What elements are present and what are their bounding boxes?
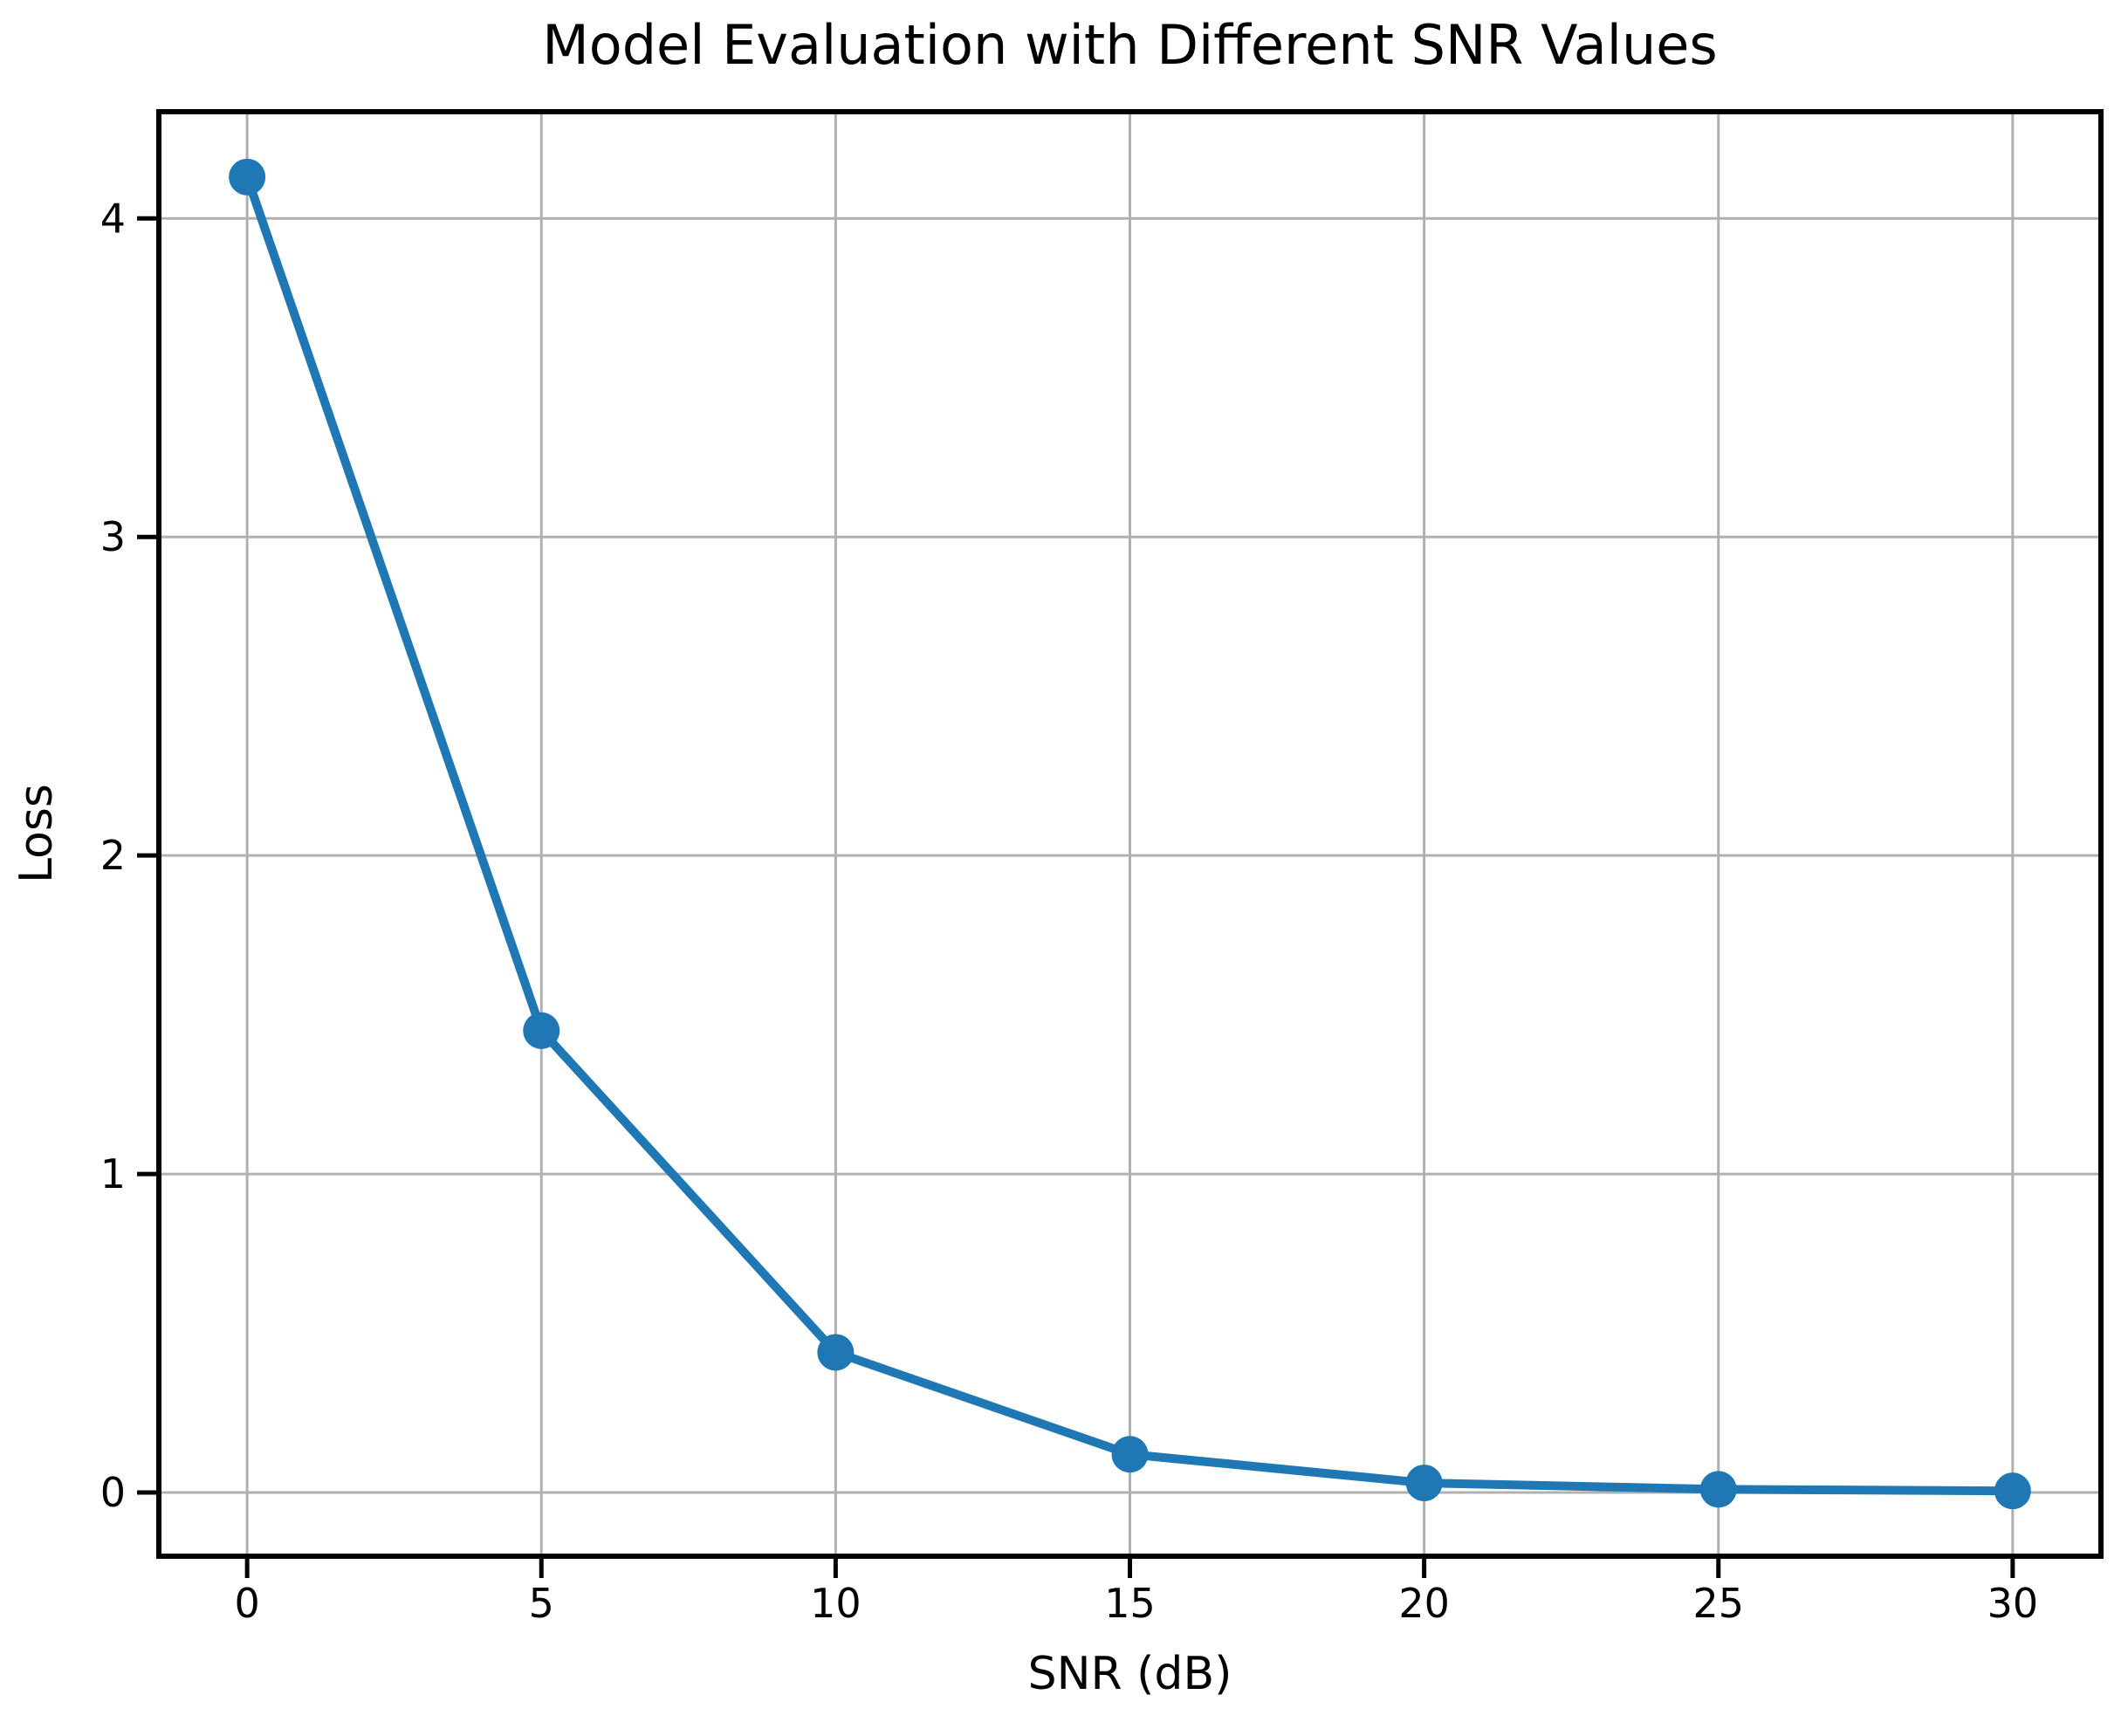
y-tick-label-3: 3 <box>100 513 126 560</box>
y-tick-label-4: 4 <box>100 195 126 242</box>
chart-title: Model Evaluation with Different SNR Valu… <box>542 13 1718 77</box>
x-tick-label-0: 0 <box>234 1580 259 1627</box>
data-point-snr-0 <box>229 158 266 196</box>
x-tick-label-30: 30 <box>1987 1580 2039 1627</box>
data-point-snr-15 <box>1111 1436 1149 1473</box>
plot-border <box>156 109 2104 1559</box>
x-axis-label: SNR (dB) <box>1027 1648 1232 1700</box>
x-tick-label-15: 15 <box>1104 1580 1156 1627</box>
data-point-snr-10 <box>817 1334 855 1371</box>
data-point-snr-25 <box>1699 1471 1737 1508</box>
y-tick-label-2: 2 <box>100 832 126 879</box>
y-tick-label-0: 0 <box>100 1469 126 1516</box>
data-point-snr-5 <box>523 1012 560 1049</box>
x-tick-label-25: 25 <box>1692 1580 1744 1627</box>
data-point-snr-20 <box>1405 1465 1443 1502</box>
x-tick-label-10: 10 <box>810 1580 861 1627</box>
x-tick-label-5: 5 <box>529 1580 554 1627</box>
data-point-snr-30 <box>1994 1472 2031 1510</box>
y-axis-label: Loss <box>10 783 63 884</box>
x-tick-label-20: 20 <box>1398 1580 1450 1627</box>
y-tick-label-1: 1 <box>100 1150 126 1197</box>
